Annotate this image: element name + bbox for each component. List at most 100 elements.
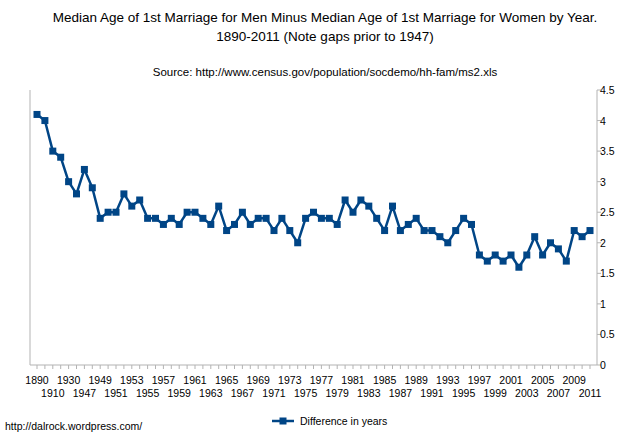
x-tick [384,365,385,369]
point [160,221,167,228]
x-tick [116,365,117,369]
x-tick [447,365,448,369]
point [136,197,143,204]
x-tick-label: 1961 [183,374,207,386]
x-tick-label: 2003 [515,387,539,399]
x-tick [424,365,425,369]
x-tick [139,365,140,369]
point [310,209,317,216]
point [500,258,507,265]
point [231,221,238,228]
x-tick-label: 1930 [57,374,81,386]
x-tick [131,365,132,369]
x-tick [92,365,93,369]
point [436,233,443,240]
point [223,227,230,234]
x-tick [479,365,480,369]
point [199,215,206,222]
x-tick [187,365,188,369]
point [579,233,586,240]
x-tick [392,365,393,369]
x-tick [463,365,464,369]
point [105,209,112,216]
x-tick [76,365,77,369]
point [429,227,436,234]
x-tick [305,365,306,369]
x-tick [155,365,156,369]
point [128,203,135,210]
x-tick [258,365,259,369]
x-tick-label: 1983 [357,387,381,399]
point [444,239,451,246]
x-tick [250,365,251,369]
x-tick [487,365,488,369]
point [184,209,191,216]
point [57,154,64,161]
point [547,239,554,246]
x-tick-label: 1955 [136,387,160,399]
x-tick [566,365,567,369]
x-tick-label: 1965 [215,374,239,386]
x-tick [503,365,504,369]
point [357,197,364,204]
x-tick [518,365,519,369]
x-tick-label: 1995 [452,387,476,399]
x-tick-label: 2001 [499,374,523,386]
point [373,215,380,222]
point [563,258,570,265]
y-tick-label: 2 [600,237,606,249]
point [405,221,412,228]
x-tick [582,365,583,369]
x-tick-label: 2005 [531,374,555,386]
point [120,190,127,197]
point [65,178,72,185]
point [263,215,270,222]
x-tick [574,365,575,369]
point [476,252,483,259]
point [350,209,357,216]
x-tick [195,365,196,369]
point [97,215,104,222]
y-tick-label: 1 [600,298,606,310]
point [342,197,349,204]
x-tick [274,365,275,369]
x-tick-label: 1997 [468,374,492,386]
x-tick [281,365,282,369]
point [334,221,341,228]
point [271,227,278,234]
x-tick [471,365,472,369]
x-tick [439,365,440,369]
x-tick [313,365,314,369]
point [294,239,301,246]
x-tick [44,365,45,369]
point [152,215,159,222]
x-tick [37,365,38,369]
x-tick-label: 1890 [25,374,49,386]
point [460,215,467,222]
point [492,252,499,259]
x-tick [534,365,535,369]
x-tick [558,365,559,369]
x-tick [68,365,69,369]
x-tick [400,365,401,369]
point [302,215,309,222]
point [113,209,120,216]
x-tick [179,365,180,369]
point [168,215,175,222]
point [207,221,214,228]
point [587,227,594,234]
x-tick-label: 1951 [104,387,128,399]
legend-marker [280,418,287,425]
plot-area [34,111,594,271]
point [468,221,475,228]
x-tick-label: 2009 [563,374,587,386]
x-tick [108,365,109,369]
x-tick [353,365,354,369]
x-tick [345,365,346,369]
point [41,117,48,124]
x-tick [289,365,290,369]
point [413,215,420,222]
point [421,227,428,234]
point [452,227,459,234]
point [278,215,285,222]
